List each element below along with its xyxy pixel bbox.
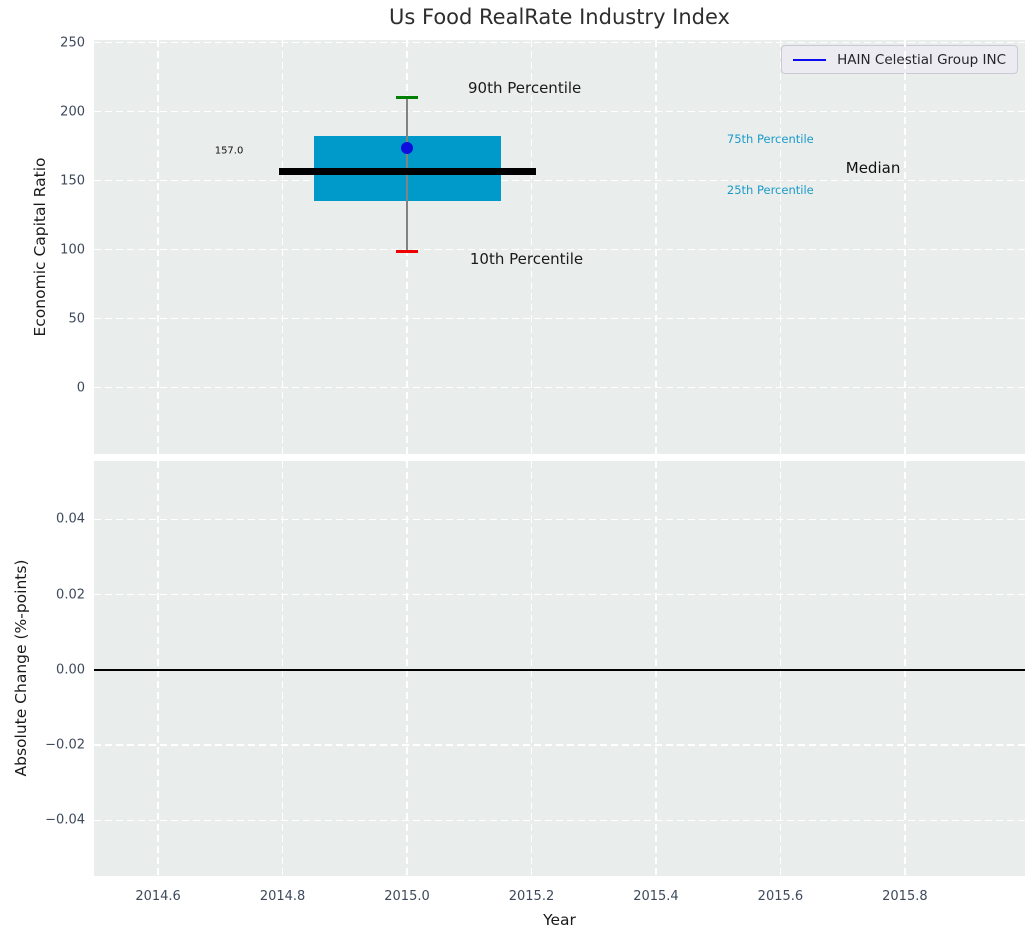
y-tick-label: −0.04: [45, 812, 85, 828]
x-gridline: [779, 40, 782, 454]
y-gridline: [94, 518, 1025, 520]
x-gridline: [779, 461, 782, 876]
annotation: 25th Percentile: [726, 183, 814, 198]
annotation: 75th Percentile: [726, 132, 814, 147]
x-gridline: [655, 461, 657, 876]
y-gridline: [94, 42, 1025, 44]
chart-title: Us Food RealRate Industry Index: [389, 5, 730, 29]
x-axis-label: Year: [543, 911, 576, 929]
p90-cap: [396, 96, 418, 100]
y-tick-label: 0.00: [56, 662, 85, 678]
y-tick-label: 0.04: [56, 511, 85, 527]
y-gridline: [94, 387, 1025, 389]
p10-cap: [396, 249, 418, 253]
x-tick-label: 2015.4: [633, 889, 679, 904]
annotation: Median: [845, 159, 901, 178]
legend-line-sample: [793, 58, 827, 61]
zero-change-line: [94, 668, 1025, 671]
x-tick-label: 2015.0: [384, 889, 430, 904]
y-tick-label: 50: [68, 311, 85, 327]
x-gridline: [406, 461, 408, 876]
y-gridline: [94, 249, 1025, 251]
x-gridline: [157, 461, 159, 876]
x-gridline: [281, 40, 284, 454]
y-gridline: [94, 819, 1025, 821]
y-gridline: [94, 111, 1025, 113]
legend-label: HAIN Celestial Group INC: [837, 51, 1006, 68]
legend: HAIN Celestial Group INC: [781, 45, 1018, 74]
y-tick-label: 150: [60, 173, 85, 189]
x-gridline: [157, 40, 159, 454]
bottom-plot-area: [94, 461, 1025, 876]
y-tick-label: 250: [60, 35, 85, 51]
x-tick-label: 2014.8: [259, 889, 306, 904]
x-gridline: [530, 40, 533, 454]
median-line: [279, 167, 536, 175]
x-gridline: [281, 461, 284, 876]
annotation: 157.0: [214, 145, 244, 157]
y-tick-label: 0.02: [56, 587, 85, 603]
y-gridline: [94, 180, 1025, 182]
y-tick-label: 200: [60, 104, 85, 120]
company-marker: [401, 141, 414, 154]
x-tick-label: 2015.6: [757, 889, 804, 904]
y-tick-label: 0: [76, 380, 85, 396]
x-gridline: [530, 461, 533, 876]
x-gridline: [904, 461, 906, 876]
y-gridline: [94, 318, 1025, 320]
y-tick-label: 100: [60, 242, 85, 258]
y-gridline: [94, 593, 1025, 596]
y-tick-label: −0.02: [45, 737, 85, 753]
x-tick-label: 2015.8: [882, 889, 928, 904]
y-gridline: [94, 744, 1025, 746]
annotation: 90th Percentile: [468, 79, 582, 98]
x-gridline: [904, 40, 906, 454]
x-tick-label: 2014.6: [135, 889, 181, 904]
x-gridline: [655, 40, 657, 454]
top-plot-area: HAIN Celestial Group INC 90th Percentile…: [94, 40, 1025, 454]
annotation: 10th Percentile: [469, 250, 584, 269]
x-tick-label: 2015.2: [508, 889, 555, 904]
